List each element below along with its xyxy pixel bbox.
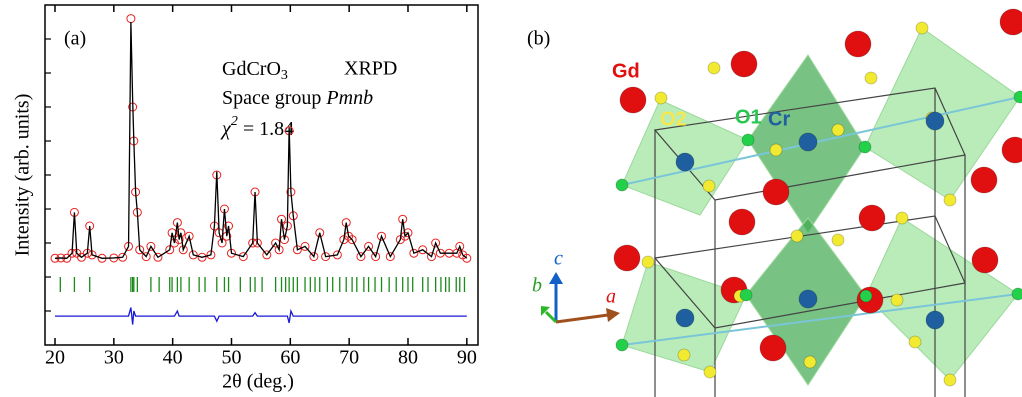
annotation-method: XRPD <box>344 58 397 80</box>
atom-label: O2 <box>660 108 687 130</box>
o2-atom <box>832 124 844 136</box>
structure-panel: (b) Gd O2 O1 Cr <box>527 9 1022 397</box>
gd-atom <box>763 179 789 205</box>
cr-atom <box>676 309 694 327</box>
o1-atom <box>859 141 871 153</box>
x-tick-label: 30 <box>104 347 124 369</box>
axis-label: c <box>554 248 563 270</box>
o2-atom <box>655 92 667 104</box>
series-line <box>55 308 467 325</box>
space-group-symbol: Pmnb <box>325 87 373 109</box>
gd-atom <box>1002 137 1022 163</box>
x-tick-label: 70 <box>339 347 359 369</box>
o1-atom <box>616 339 628 351</box>
o2-atom <box>708 62 720 74</box>
axis-label: b <box>532 275 542 297</box>
x-tick-label: 20 <box>45 347 65 369</box>
observed-point <box>127 15 135 23</box>
xrpd-panel: (a) GdCrO3 XRPD Space group Pmnb χ2 = 1.… <box>12 5 478 393</box>
o2-atom <box>770 144 782 156</box>
o2-atom <box>704 366 716 378</box>
cr-atom <box>676 153 694 171</box>
cr-atom <box>799 290 817 308</box>
gd-atom <box>859 205 885 231</box>
o2-atom <box>909 336 921 348</box>
annotation-space-group: Space group Pmnb <box>222 87 373 109</box>
formula: GdCrO <box>222 58 281 80</box>
x-tick-label: 40 <box>163 347 183 369</box>
cr-atom <box>926 112 944 130</box>
octahedra <box>622 28 1020 385</box>
o2-atom <box>642 256 654 268</box>
annotation-chi: χ2 = 1.84 <box>220 114 294 139</box>
o2-atom <box>678 349 690 361</box>
o2-atom <box>832 234 844 246</box>
gd-atom <box>972 247 998 273</box>
o1-atom <box>1014 91 1022 103</box>
o2-atom <box>916 22 928 34</box>
x-axis-label: 2θ (deg.) <box>222 371 294 393</box>
x-tick-label: 50 <box>221 347 241 369</box>
gd-atom <box>845 31 871 57</box>
chi-sup: 2 <box>231 114 238 129</box>
octahedron <box>866 218 1018 380</box>
plot-frame <box>45 5 478 345</box>
gd-atom <box>760 335 786 361</box>
o1-atom <box>742 134 754 146</box>
x-tick-label: 90 <box>457 347 477 369</box>
axis-triad: a b c <box>532 248 620 322</box>
o1-atom <box>1012 288 1022 300</box>
axis-label: a <box>606 286 616 308</box>
o2-atom <box>804 356 816 368</box>
o2-atom <box>944 194 956 206</box>
panel-label: (b) <box>527 28 550 50</box>
gd-atom <box>729 209 755 235</box>
o2-atom <box>865 72 877 84</box>
o2-atom <box>896 212 908 224</box>
figure: (a) GdCrO3 XRPD Space group Pmnb χ2 = 1.… <box>0 0 1022 397</box>
cr-atom <box>799 133 817 151</box>
atom-label: O1 <box>735 106 762 128</box>
formula-sub: 3 <box>281 68 288 83</box>
arrow-head <box>606 308 620 322</box>
space-group: Space group <box>222 87 326 109</box>
o1-atom <box>740 289 752 301</box>
x-tick-label: 80 <box>398 347 418 369</box>
o1-atom <box>616 179 628 191</box>
x-tick-label: 60 <box>280 347 300 369</box>
y-axis-label: Intensity (arb. units) <box>12 94 34 257</box>
atom-label: Cr <box>768 108 790 130</box>
cr-atom <box>926 311 944 329</box>
o2-atom <box>944 374 956 386</box>
o2-atom <box>791 230 803 242</box>
gd-atom <box>614 245 640 271</box>
panel-label: (a) <box>64 28 86 50</box>
gd-atom <box>731 51 757 77</box>
gd-atom <box>620 87 646 113</box>
o1-atom <box>860 290 872 302</box>
o2-atom <box>703 180 715 192</box>
annotation-formula: GdCrO3 <box>222 58 288 84</box>
arrow-head <box>549 272 563 284</box>
atom-label: Gd <box>612 60 640 82</box>
gd-atom <box>971 167 997 193</box>
gd-atom <box>1000 9 1022 35</box>
o2-atom <box>891 294 903 306</box>
axis-arrow <box>556 315 608 322</box>
